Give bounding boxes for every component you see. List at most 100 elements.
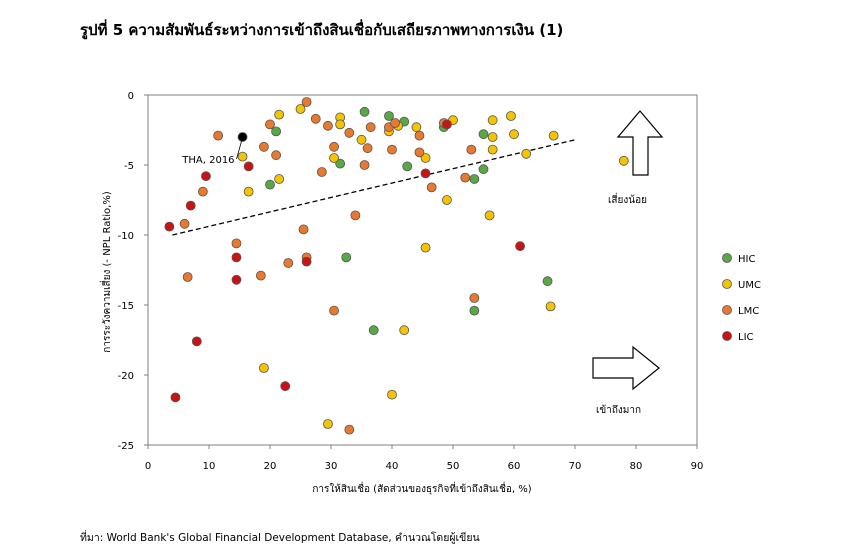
- legend-label-lmc: LMC: [738, 306, 759, 317]
- point-lmc: [344, 127, 355, 138]
- x-tick-label: 30: [325, 461, 338, 472]
- x-axis-ticks: 0 10 20 30 40 50 60 70 80 90: [145, 445, 704, 472]
- point-umc: [399, 325, 410, 336]
- point-umc: [274, 174, 285, 184]
- point-lic: [185, 200, 196, 211]
- point-umc: [387, 389, 397, 400]
- point-lmc: [213, 130, 224, 141]
- y-tick-label: -15: [118, 301, 134, 312]
- point-hic: [359, 106, 370, 117]
- point-hic: [402, 161, 413, 172]
- legend-marker-hic: [722, 253, 732, 263]
- point-hic: [368, 325, 379, 336]
- y-tick-label: -25: [118, 441, 134, 452]
- point-hic: [469, 174, 480, 184]
- point-lic: [301, 256, 312, 267]
- x-tick-label: 10: [203, 461, 216, 472]
- thailand-label: THA, 2016: [181, 155, 234, 166]
- point-umc: [356, 134, 367, 145]
- point-lic: [441, 119, 452, 130]
- point-lmc: [301, 97, 312, 107]
- legend-marker-umc: [722, 279, 732, 289]
- point-lmc: [344, 424, 355, 435]
- y-axis-label: การระวังความเสี่ยง (- NPL Ratio,%): [99, 191, 113, 353]
- point-lmc: [329, 305, 339, 316]
- point-umc: [274, 109, 285, 120]
- point-lmc: [460, 172, 471, 183]
- point-lmc: [255, 270, 266, 281]
- point-lic: [420, 168, 431, 179]
- point-lmc: [414, 147, 425, 158]
- point-umc: [295, 104, 306, 114]
- point-lmc: [362, 143, 373, 154]
- point-hic: [341, 252, 352, 263]
- point-lmc: [350, 210, 361, 221]
- point-umc: [487, 144, 498, 155]
- right-arrow-icon: [592, 345, 660, 391]
- y-tick-label: -10: [118, 231, 134, 242]
- x-tick-label: 90: [691, 461, 704, 472]
- point-umc: [420, 242, 431, 253]
- point-umc: [243, 186, 254, 197]
- point-umc: [618, 155, 629, 166]
- point-hic: [469, 305, 480, 316]
- point-lmc: [323, 120, 333, 131]
- point-lmc: [316, 167, 327, 177]
- x-tick-label: 60: [508, 461, 521, 472]
- point-hic: [384, 111, 394, 121]
- point-lmc: [271, 150, 282, 161]
- point-lmc: [469, 293, 480, 303]
- point-lmc: [231, 238, 242, 249]
- point-umc: [506, 111, 516, 121]
- trend-line: [172, 139, 576, 236]
- point-umc: [411, 122, 422, 133]
- x-tick-label: 70: [569, 461, 582, 472]
- high-access-label: เข้าถึงมาก: [596, 404, 641, 416]
- point-umc: [441, 195, 452, 205]
- point-hic: [478, 129, 489, 140]
- x-axis-label: การให้สินเชื่อ (สัดส่วนของธุรกิจที่เข้าถ…: [312, 481, 531, 495]
- point-lic: [243, 161, 254, 172]
- thailand-leader-line: [236, 140, 242, 160]
- point-lic: [280, 381, 291, 392]
- up-arrow-icon: [616, 110, 664, 176]
- point-lmc: [359, 160, 370, 170]
- point-lmc: [182, 272, 193, 282]
- point-hic: [265, 179, 275, 190]
- point-lic: [170, 392, 181, 403]
- x-tick-label: 0: [145, 461, 151, 472]
- low-risk-label: เสี่ยงน้อย: [608, 192, 647, 206]
- point-lmc: [390, 118, 400, 128]
- point-lic: [191, 336, 202, 347]
- point-lic: [201, 171, 211, 182]
- point-lmc: [414, 130, 425, 141]
- point-umc: [545, 301, 556, 312]
- point-umc: [487, 132, 498, 142]
- legend-marker-lic: [722, 331, 732, 341]
- y-tick-label: 0: [128, 91, 134, 102]
- point-lmc: [197, 186, 208, 197]
- y-tick-label: -5: [124, 161, 134, 172]
- point-lmc: [258, 141, 269, 152]
- point-umc: [329, 153, 339, 163]
- point-umc: [420, 153, 431, 163]
- point-umc: [484, 210, 495, 221]
- point-hic: [271, 126, 282, 137]
- point-umc: [323, 419, 333, 429]
- point-umc: [237, 151, 248, 162]
- x-tick-label: 50: [447, 461, 460, 472]
- point-umc: [487, 115, 498, 126]
- point-lmc: [179, 218, 190, 229]
- point-umc: [509, 129, 519, 140]
- point-umc: [258, 363, 269, 373]
- legend-marker-lmc: [722, 305, 732, 315]
- chart-title: รูปที่ 5 ความสัมพันธ์ระหว่างการเข้าถึงสิ…: [80, 21, 564, 39]
- point-lmc: [329, 141, 339, 152]
- point-hic: [542, 276, 553, 287]
- y-tick-label: -20: [118, 371, 134, 382]
- legend-label-umc: UMC: [738, 280, 761, 291]
- point-tha: [237, 132, 248, 142]
- point-lmc: [387, 144, 397, 155]
- point-lmc: [310, 113, 321, 124]
- legend: HIC UMC LMC LIC: [722, 253, 761, 343]
